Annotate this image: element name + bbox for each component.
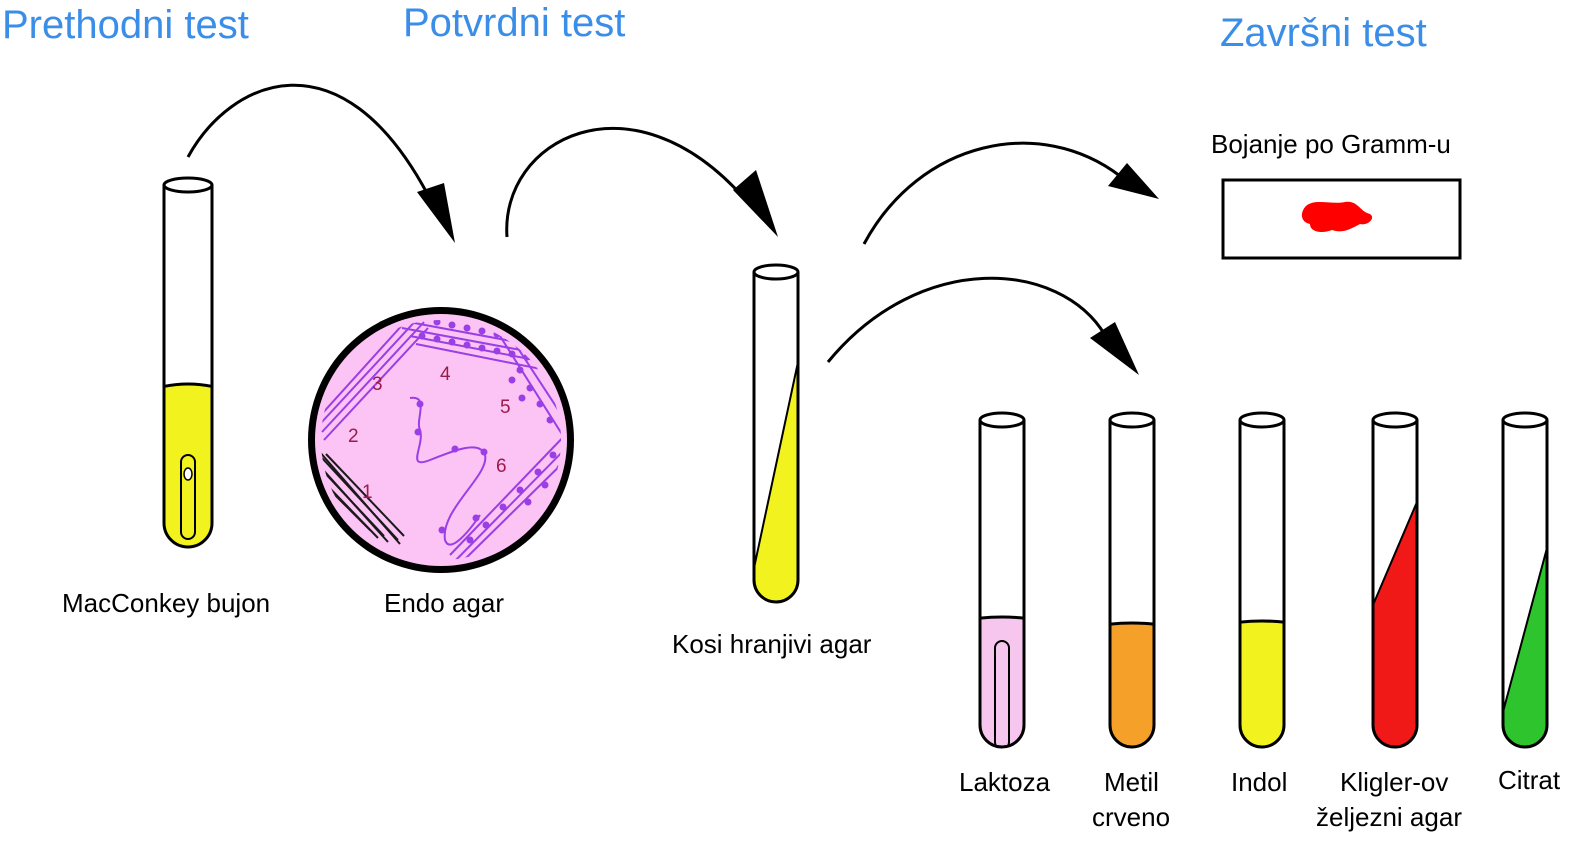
label-lactose: Laktoza <box>959 767 1051 797</box>
arrowhead-icon <box>417 183 455 243</box>
streak-number: 3 <box>372 374 383 395</box>
streak-number: 4 <box>440 364 451 385</box>
arrowhead-icon <box>1090 322 1139 375</box>
methyl-red-tube <box>1108 411 1156 749</box>
arrow-plate-to-slant <box>505 126 746 238</box>
arrow-slant-to-tests <box>826 276 1107 363</box>
slant-agar-tube <box>752 263 800 604</box>
indol-tube <box>1238 411 1286 749</box>
macconkey-broth-tube <box>162 176 214 549</box>
header-preliminary-test: Prethodni test <box>2 3 249 47</box>
label-slant-agar: Kosi hranjivi agar <box>672 629 872 659</box>
header-completed-test: Završni test <box>1220 11 1427 55</box>
label-indol: Indol <box>1231 767 1287 797</box>
header-confirmed-test: Potvrdni test <box>403 1 625 45</box>
lactose-tube <box>978 411 1026 749</box>
durham-tube-icon <box>180 454 196 540</box>
gram-stain-slide <box>1221 178 1462 260</box>
label-kligler-line1: Kligler-ov <box>1340 767 1448 797</box>
label-citrate: Citrat <box>1498 765 1561 795</box>
arrowhead-icon <box>1108 163 1159 199</box>
label-gram-stain: Bojanje po Gramm-u <box>1211 129 1451 159</box>
stain-blob <box>1301 201 1373 232</box>
label-methyl-red-line1: Metil <box>1104 767 1159 797</box>
streak-number: 5 <box>500 397 511 418</box>
arrow-slant-to-gram <box>862 141 1121 245</box>
streak-number: 2 <box>348 426 359 447</box>
arrowhead-icon <box>733 170 778 237</box>
endo-agar-plate: 1 2 3 4 5 6 <box>308 307 574 573</box>
label-kligler-line2: željezni agar <box>1316 802 1462 832</box>
label-macconkey-broth: MacConkey bujon <box>62 588 270 618</box>
streak-number: 6 <box>496 456 507 477</box>
label-methyl-red-line2: crveno <box>1092 802 1170 832</box>
kligler-iron-agar-tube <box>1371 411 1419 749</box>
citrate-tube <box>1501 411 1549 749</box>
arrows <box>186 83 1121 363</box>
arrow-broth-to-plate <box>186 83 430 196</box>
label-endo-agar: Endo agar <box>384 588 504 618</box>
streak-number: 1 <box>362 482 373 503</box>
